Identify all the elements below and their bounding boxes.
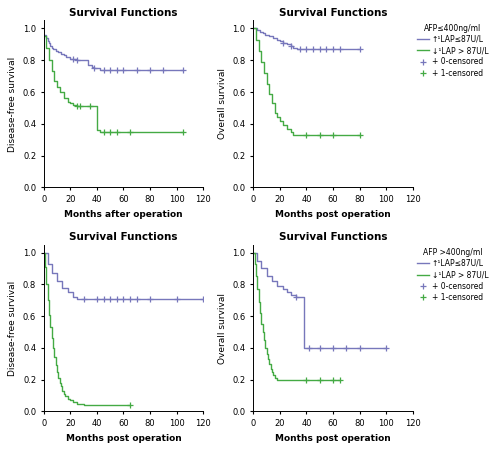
Y-axis label: Disease-free survival: Disease-free survival [8,56,18,152]
Y-axis label: Overall survival: Overall survival [218,69,227,139]
X-axis label: Months after operation: Months after operation [64,210,182,219]
Y-axis label: Disease-free survival: Disease-free survival [8,281,18,376]
Legend: ↑¹LAP≤87U/L, ↓¹LAP > 87U/L, + 0-censored, + 1-censored: ↑¹LAP≤87U/L, ↓¹LAP > 87U/L, + 0-censored… [414,20,492,81]
Title: Survival Functions: Survival Functions [69,232,178,243]
Title: Survival Functions: Survival Functions [279,232,388,243]
Y-axis label: Overall survival: Overall survival [218,293,227,364]
Title: Survival Functions: Survival Functions [69,8,178,18]
Title: Survival Functions: Survival Functions [279,8,388,18]
X-axis label: Months post operation: Months post operation [66,434,182,443]
X-axis label: Months post operation: Months post operation [275,434,391,443]
Legend: ↑¹LAP≤87U/L, ↓¹LAP > 87U/L, + 0-censored, + 1-censored: ↑¹LAP≤87U/L, ↓¹LAP > 87U/L, + 0-censored… [414,244,492,305]
X-axis label: Months post operation: Months post operation [275,210,391,219]
